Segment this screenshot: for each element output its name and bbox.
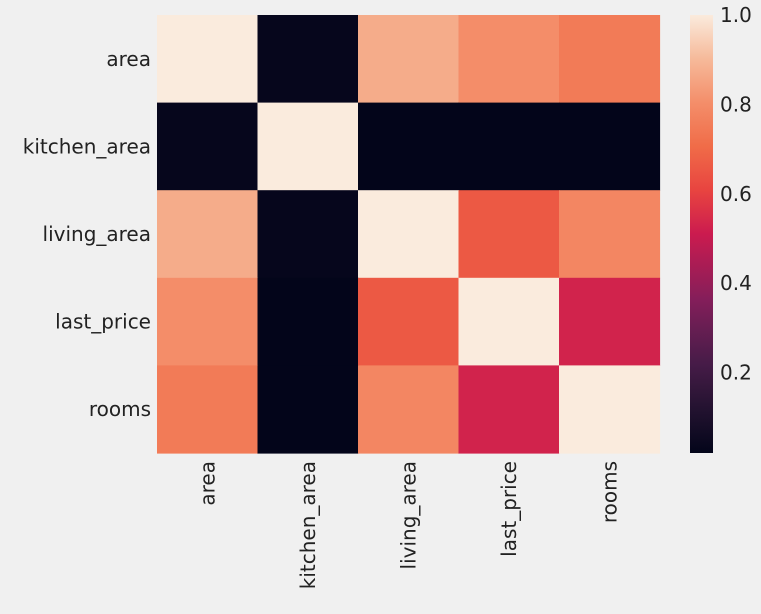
heatmap-cell <box>458 102 560 191</box>
colorbar-tick-label: 0.4 <box>720 271 752 295</box>
y-tick-label: kitchen_area <box>23 134 151 158</box>
x-tick-label: living_area <box>396 461 420 569</box>
heatmap-cell <box>358 15 460 104</box>
x-tick-label: kitchen_area <box>296 461 320 589</box>
heatmap-cell <box>559 190 661 279</box>
heatmap-cell <box>559 277 661 366</box>
colorbar: 0.2 0.4 0.6 0.8 1.0 <box>690 3 752 453</box>
heatmap-cell <box>257 15 359 104</box>
heatmap-cell <box>358 190 460 279</box>
y-tick-label: last_price <box>55 310 151 334</box>
colorbar-tick-label: 1.0 <box>720 3 752 27</box>
y-tick-label: rooms <box>89 397 151 421</box>
heatmap-cell <box>559 365 661 454</box>
heatmap-cells <box>157 15 661 454</box>
heatmap-cell <box>157 365 259 454</box>
heatmap-cell <box>458 277 560 366</box>
heatmap-cell <box>559 102 661 191</box>
heatmap-cell <box>257 190 359 279</box>
x-tick-label: area <box>195 461 219 506</box>
y-tick-label: area <box>106 47 151 71</box>
y-tick-label: living_area <box>43 222 151 246</box>
heatmap-cell <box>559 15 661 104</box>
colorbar-tick-label: 0.2 <box>720 361 752 385</box>
heatmap-cell <box>157 15 259 104</box>
heatmap-cell <box>458 365 560 454</box>
x-axis-labels: area kitchen_area living_area last_price roo… <box>195 461 621 589</box>
heatmap-cell <box>458 190 560 279</box>
heatmap-cell <box>157 102 259 191</box>
x-tick-label: rooms <box>597 461 621 523</box>
heatmap-cell <box>358 277 460 366</box>
colorbar-tick-label: 0.6 <box>720 182 752 206</box>
x-tick-label: last_price <box>497 461 521 557</box>
heatmap-cell <box>458 15 560 104</box>
heatmap-cell <box>358 102 460 191</box>
colorbar-gradient <box>690 15 713 453</box>
heatmap-cell <box>257 277 359 366</box>
heatmap-cell <box>157 190 259 279</box>
heatmap-cell <box>257 365 359 454</box>
heatmap-cell <box>358 365 460 454</box>
colorbar-tick-label: 0.8 <box>720 92 752 116</box>
y-axis-labels: area kitchen_area living_area last_priceroo… <box>23 47 151 421</box>
heatmap-cell <box>257 102 359 191</box>
heatmap-cell <box>157 277 259 366</box>
